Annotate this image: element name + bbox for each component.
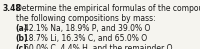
Text: 18.7% Li, 16.3% C, and 65.0% O: 18.7% Li, 16.3% C, and 65.0% O: [24, 34, 147, 43]
Text: (c): (c): [16, 44, 27, 49]
Text: 60.0% C, 4.4% H, and the remainder O: 60.0% C, 4.4% H, and the remainder O: [24, 44, 172, 49]
Text: (b): (b): [16, 34, 28, 43]
Text: the following compositions by mass:: the following compositions by mass:: [16, 14, 155, 23]
Text: 42.1% Na, 18.9% P, and 39.0% O: 42.1% Na, 18.9% P, and 39.0% O: [24, 24, 150, 34]
Text: (a): (a): [16, 24, 28, 34]
Text: 3.48: 3.48: [2, 4, 21, 13]
Text: Determine the empirical formulas of the compounds with: Determine the empirical formulas of the …: [16, 4, 200, 13]
